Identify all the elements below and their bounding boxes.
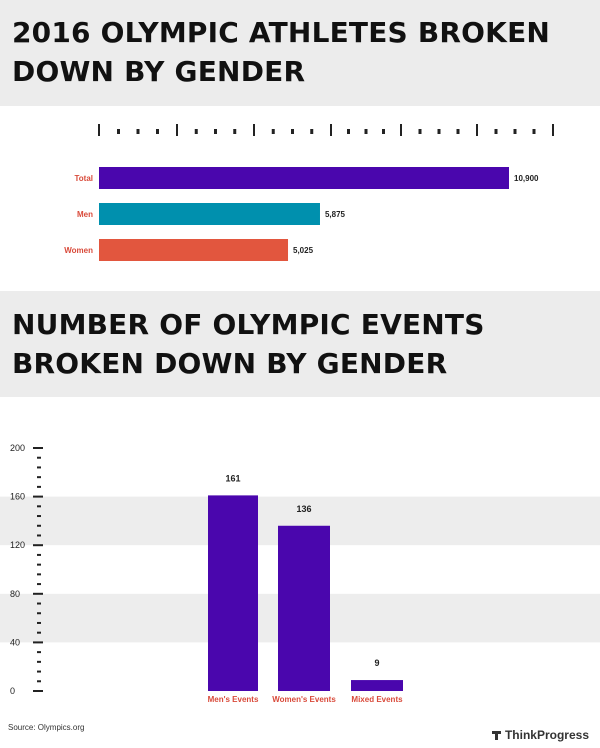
y-major-tick bbox=[33, 592, 43, 595]
bar-women bbox=[99, 239, 289, 261]
y-tick-label: 80 bbox=[10, 589, 20, 599]
y-minor-tick bbox=[37, 534, 41, 537]
ruler-major-tick bbox=[552, 124, 554, 136]
ruler-major-tick bbox=[400, 124, 402, 136]
x-tick-label: Men's Events bbox=[208, 695, 259, 704]
ruler-major-tick bbox=[330, 124, 332, 136]
category-label: Men bbox=[77, 210, 93, 219]
ruler-minor-tick bbox=[291, 129, 294, 134]
ruler-minor-tick bbox=[310, 129, 314, 134]
ruler-major-tick bbox=[476, 124, 478, 136]
x-tick-label: Mixed Events bbox=[351, 695, 403, 704]
y-minor-tick bbox=[37, 553, 41, 556]
y-minor-tick bbox=[37, 563, 41, 566]
ruler-major-tick bbox=[98, 124, 100, 136]
ruler-major-tick bbox=[253, 124, 255, 136]
y-tick-label: 0 bbox=[10, 686, 15, 696]
bar-women-s-events bbox=[278, 525, 330, 691]
y-minor-tick bbox=[37, 631, 41, 634]
y-minor-tick bbox=[37, 466, 41, 469]
bar-total bbox=[99, 167, 509, 189]
athletes-chart-title: 2016 OLYMPIC ATHLETES BROKEN DOWN BY GEN… bbox=[12, 16, 551, 88]
ruler-minor-tick bbox=[513, 129, 517, 134]
y-tick-label: 200 bbox=[10, 443, 25, 453]
y-tick-label: 40 bbox=[10, 637, 20, 647]
y-major-tick bbox=[33, 544, 43, 547]
ruler-minor-tick bbox=[271, 129, 275, 134]
y-minor-tick bbox=[37, 621, 41, 624]
y-minor-tick bbox=[37, 602, 41, 605]
bar-men-s-events bbox=[208, 495, 258, 691]
y-major-tick bbox=[33, 447, 43, 449]
data-label: 136 bbox=[296, 504, 311, 514]
y-minor-tick bbox=[37, 456, 41, 459]
ruler-minor-tick bbox=[156, 129, 159, 134]
brand-logo: ThinkProgress bbox=[491, 728, 589, 742]
ruler-minor-tick bbox=[494, 129, 498, 134]
ruler-minor-tick bbox=[117, 129, 120, 134]
y-tick-label: 120 bbox=[10, 540, 25, 550]
ruler-minor-tick bbox=[194, 129, 198, 134]
x-tick-label: Women's Events bbox=[272, 695, 336, 704]
ruler-minor-tick bbox=[456, 129, 460, 134]
bar-mixed-events bbox=[351, 680, 403, 691]
y-minor-tick bbox=[37, 670, 41, 673]
y-minor-tick bbox=[37, 680, 41, 683]
value-label: 5,875 bbox=[325, 210, 346, 219]
events-bar-chart: 0 40 80 120 160 200 161 Men's Events 136 Women's … bbox=[0, 443, 600, 704]
thinkprogress-logo-icon bbox=[491, 730, 501, 740]
athletes-bar-chart: Total 10,900 Men 5,875 Women 5,025 bbox=[64, 124, 554, 261]
ruler-minor-tick bbox=[136, 129, 140, 134]
athletes-title-band: 2016 OLYMPIC ATHLETES BROKEN DOWN BY GEN… bbox=[0, 0, 600, 106]
ruler-major-tick bbox=[176, 124, 178, 136]
bar-men bbox=[99, 203, 320, 225]
y-minor-tick bbox=[37, 505, 41, 508]
y-major-tick bbox=[33, 495, 43, 498]
ruler-minor-tick bbox=[364, 129, 368, 134]
y-minor-tick bbox=[37, 660, 41, 663]
ruler-minor-tick bbox=[214, 129, 217, 134]
y-minor-tick bbox=[37, 485, 41, 488]
y-tick-label: 160 bbox=[10, 492, 25, 502]
y-major-tick bbox=[33, 690, 43, 692]
category-label: Total bbox=[74, 174, 93, 183]
y-minor-tick bbox=[37, 524, 41, 527]
y-minor-tick bbox=[37, 651, 41, 654]
y-major-tick bbox=[33, 641, 43, 644]
y-minor-tick bbox=[37, 476, 41, 479]
brand-name: ThinkProgress bbox=[504, 728, 589, 742]
data-label: 161 bbox=[225, 473, 240, 483]
ruler-minor-tick bbox=[233, 129, 237, 134]
value-label: 5,025 bbox=[293, 246, 314, 255]
ruler-minor-tick bbox=[382, 129, 385, 134]
ruler-minor-tick bbox=[437, 129, 441, 134]
events-chart-title: NUMBER OF OLYMPIC EVENTS BROKEN DOWN BY … bbox=[12, 308, 485, 380]
category-label: Women bbox=[64, 246, 93, 255]
y-minor-tick bbox=[37, 612, 41, 615]
value-label: 10,900 bbox=[514, 174, 539, 183]
data-label: 9 bbox=[374, 658, 379, 668]
ruler-minor-tick bbox=[532, 129, 536, 134]
ruler-minor-tick bbox=[347, 129, 350, 134]
source-note: Source: Olympics.org bbox=[8, 723, 85, 732]
y-minor-tick bbox=[37, 583, 41, 586]
y-minor-tick bbox=[37, 573, 41, 576]
ruler-minor-tick bbox=[418, 129, 422, 134]
y-minor-tick bbox=[37, 515, 41, 518]
events-title-band: NUMBER OF OLYMPIC EVENTS BROKEN DOWN BY … bbox=[0, 291, 600, 397]
